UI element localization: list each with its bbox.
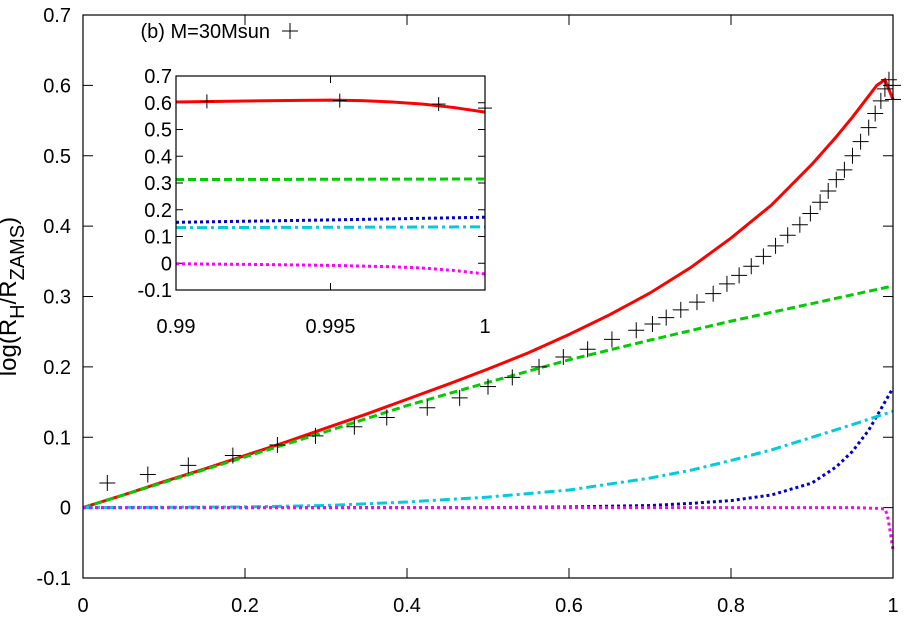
inset-data-point (332, 93, 347, 108)
main-data-point (603, 331, 620, 348)
main-data-point (876, 80, 893, 97)
main-data-point (224, 447, 241, 464)
inset-frame (175, 75, 486, 291)
main-data-point (628, 322, 645, 339)
inset-x-tick-label: 0.99 (157, 316, 196, 338)
inset-series-magenta_dotted (176, 262, 486, 276)
main-data-point (779, 227, 796, 244)
main-y-tick-label: 0.6 (43, 75, 71, 97)
inset-y-tick-label: -0.1 (138, 280, 172, 302)
main-data-point (480, 378, 496, 395)
main-data-point (791, 216, 808, 233)
y-axis-label-sub: H (7, 304, 29, 318)
main-y-tick-label: 0.2 (43, 357, 71, 379)
y-axis-label-part: /R (0, 280, 22, 304)
main-data-point (672, 301, 689, 318)
main-data-point (828, 171, 845, 188)
main-y-tick-label: -0.1 (37, 568, 71, 590)
main-plot: 0 0.2 0.4 0.6 0.8 1 -0.1 0 0.1 0.2 0.3 0.4 0.5 0.6 0.7… (0, 5, 901, 640)
inset-x-tick-label: 0.995 (305, 316, 355, 338)
y-axis-label-sub: ZAMS (7, 225, 29, 281)
main-data-point (419, 399, 436, 416)
main-x-tick-label: 1 (887, 595, 898, 617)
y-axis-label-part: ) (0, 217, 22, 225)
inset-y-tick-label: 0.6 (144, 93, 172, 115)
main-series-blue_dotted (83, 387, 895, 510)
main-data-point (731, 267, 748, 284)
main-data-point (802, 205, 819, 222)
main-data-point (99, 474, 116, 491)
main-data-point (872, 92, 889, 109)
inset-series-green_dashed (176, 177, 486, 182)
inset-data-point (199, 94, 214, 109)
main-data-point (860, 119, 877, 136)
main-series-magenta_dotted (83, 506, 895, 551)
main-data-point (579, 341, 596, 358)
main-series-cyan_dashdot (83, 409, 894, 510)
main-data-point (269, 436, 286, 453)
inset-data-point (431, 97, 446, 112)
main-y-tick-label: 0.3 (43, 287, 71, 309)
inset-x-tick-label: 1 (479, 316, 490, 338)
main-data-point (180, 457, 197, 474)
main-data-point (705, 285, 722, 302)
inset-series-group (176, 98, 486, 276)
main-data-point (718, 275, 735, 292)
inset-plot: 0.99 0.995 1 -0.1 0 0.1 0.2 0.3 0.4 0.5 0.6 0.7 (138, 66, 492, 338)
main-x-tick-label: 0.8 (717, 595, 745, 617)
inset-background (176, 76, 485, 290)
inset-y-tick-label: 0.7 (144, 66, 172, 88)
main-y-tick-label: 0.1 (43, 427, 71, 449)
main-data-point (451, 389, 468, 406)
main-y-tick-label: 0 (60, 498, 71, 520)
main-data-point (378, 409, 395, 426)
legend: (b) M=30Msun (141, 21, 298, 43)
main-data-point (658, 309, 675, 326)
legend-label: (b) M=30Msun (141, 21, 271, 43)
inset-y-tick-label: 0.1 (144, 227, 172, 249)
main-x-tick-label: 0.2 (231, 595, 259, 617)
inset-y-tick-label: 0.2 (144, 200, 172, 222)
main-y-tick-label: 0.4 (43, 216, 71, 238)
main-y-tick-label: 0.5 (43, 146, 71, 168)
inset-series-cyan_dashdot (176, 225, 486, 230)
main-data-point (139, 466, 156, 483)
inset-y-tick-label: 0 (161, 253, 172, 275)
main-data-point (836, 161, 853, 178)
main-y-tick-label: 0.7 (43, 5, 71, 27)
inset-y-tick-label: 0.3 (144, 173, 172, 195)
main-data-point (688, 294, 705, 311)
main-data-point (812, 194, 829, 211)
inset-y-tick-label: 0.4 (144, 146, 172, 168)
inset-series-red_solid (176, 98, 486, 114)
main-data-point (555, 349, 572, 366)
main-x-tick-label: 0 (77, 595, 88, 617)
main-data-point (755, 248, 772, 265)
main-data-point (531, 358, 548, 375)
main-data-point (346, 418, 363, 435)
main-x-tick-label: 0.4 (393, 595, 421, 617)
y-axis-label-part: log(R (0, 319, 22, 376)
main-data-point (867, 105, 884, 122)
inset-y-tick-label: 0.5 (144, 120, 172, 142)
main-data-point (820, 182, 837, 199)
main-data-point (844, 147, 861, 164)
main-data-point (852, 133, 869, 150)
main-data-point (307, 427, 324, 444)
main-data-point (504, 369, 521, 386)
main-data-point (767, 237, 784, 254)
main-frame (82, 14, 894, 579)
main-data-point (644, 315, 661, 332)
y-axis-label: log(RH/RZAMS) (0, 217, 29, 376)
main-x-tick-label: 0.6 (555, 595, 583, 617)
main-data-point (743, 258, 760, 275)
